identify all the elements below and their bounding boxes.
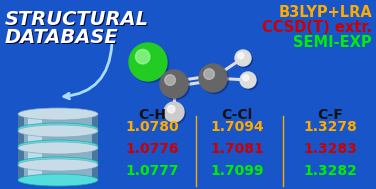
Text: 1.0777: 1.0777 bbox=[125, 164, 179, 178]
Ellipse shape bbox=[18, 108, 98, 120]
Text: 1.7081: 1.7081 bbox=[210, 142, 264, 156]
FancyBboxPatch shape bbox=[92, 114, 98, 129]
FancyBboxPatch shape bbox=[27, 114, 42, 129]
Ellipse shape bbox=[18, 174, 98, 186]
Ellipse shape bbox=[18, 157, 98, 169]
Text: C-F: C-F bbox=[317, 108, 343, 122]
Text: 1.7094: 1.7094 bbox=[210, 120, 264, 134]
Text: SEMI-EXP: SEMI-EXP bbox=[293, 35, 372, 50]
FancyBboxPatch shape bbox=[18, 165, 24, 180]
Text: 1.3283: 1.3283 bbox=[303, 142, 357, 156]
Ellipse shape bbox=[18, 123, 98, 135]
Circle shape bbox=[167, 105, 175, 113]
Text: STRUCTURAL: STRUCTURAL bbox=[5, 10, 149, 29]
FancyBboxPatch shape bbox=[18, 114, 98, 129]
FancyBboxPatch shape bbox=[18, 114, 24, 129]
FancyBboxPatch shape bbox=[27, 148, 42, 163]
FancyBboxPatch shape bbox=[92, 131, 98, 146]
Ellipse shape bbox=[18, 125, 98, 137]
Text: C-H: C-H bbox=[138, 108, 166, 122]
Circle shape bbox=[241, 74, 258, 90]
Text: DATABASE: DATABASE bbox=[6, 29, 120, 48]
Ellipse shape bbox=[18, 142, 98, 154]
Circle shape bbox=[130, 44, 168, 83]
FancyBboxPatch shape bbox=[18, 165, 98, 180]
Text: STRUCTURAL: STRUCTURAL bbox=[6, 11, 150, 30]
Circle shape bbox=[235, 50, 251, 66]
Circle shape bbox=[238, 53, 244, 59]
Circle shape bbox=[240, 72, 256, 88]
Circle shape bbox=[165, 104, 185, 123]
Text: DATABASE: DATABASE bbox=[5, 28, 119, 47]
Ellipse shape bbox=[18, 159, 98, 171]
FancyBboxPatch shape bbox=[18, 148, 24, 163]
Circle shape bbox=[129, 43, 167, 81]
Circle shape bbox=[243, 75, 249, 81]
Text: C-Cl: C-Cl bbox=[221, 108, 253, 122]
Circle shape bbox=[162, 71, 190, 99]
FancyBboxPatch shape bbox=[27, 131, 42, 146]
Circle shape bbox=[204, 69, 214, 79]
Circle shape bbox=[164, 102, 184, 122]
FancyBboxPatch shape bbox=[92, 165, 98, 180]
Circle shape bbox=[200, 66, 229, 94]
Circle shape bbox=[135, 50, 150, 64]
Text: CCSD(T) extr.: CCSD(T) extr. bbox=[262, 20, 372, 35]
Ellipse shape bbox=[18, 140, 98, 152]
Text: 1.3282: 1.3282 bbox=[303, 164, 357, 178]
FancyBboxPatch shape bbox=[18, 131, 24, 146]
Circle shape bbox=[199, 64, 227, 92]
FancyBboxPatch shape bbox=[92, 148, 98, 163]
Text: B3LYP+LRA: B3LYP+LRA bbox=[278, 5, 372, 20]
FancyBboxPatch shape bbox=[27, 165, 42, 180]
Text: 1.0776: 1.0776 bbox=[125, 142, 179, 156]
Circle shape bbox=[237, 51, 253, 67]
FancyBboxPatch shape bbox=[18, 131, 98, 146]
FancyBboxPatch shape bbox=[18, 148, 98, 163]
Circle shape bbox=[165, 75, 175, 85]
Text: 1.7099: 1.7099 bbox=[210, 164, 264, 178]
Text: 1.0780: 1.0780 bbox=[125, 120, 179, 134]
Text: 1.3278: 1.3278 bbox=[303, 120, 357, 134]
Circle shape bbox=[160, 70, 188, 98]
